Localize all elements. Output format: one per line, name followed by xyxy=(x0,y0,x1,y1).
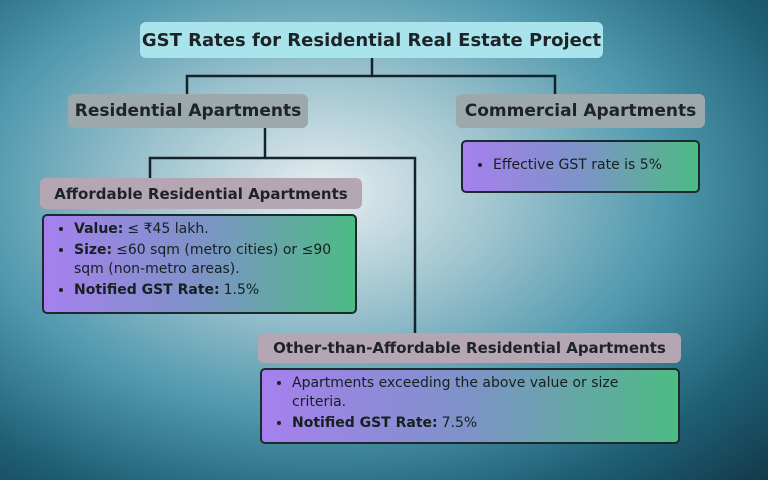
bullet: Effective GST rate is 5% xyxy=(493,156,662,175)
bullet-text: 7.5% xyxy=(441,415,478,431)
bullet-text: ≤ ₹45 lakh. xyxy=(127,221,209,237)
bullet-label: Size: xyxy=(74,242,113,258)
title: GST Rates for Residential Real Estate Pr… xyxy=(140,22,603,58)
connector xyxy=(185,58,374,95)
bullet-label: Notified GST Rate: xyxy=(292,415,438,431)
bullet-label: Notified GST Rate: xyxy=(74,282,220,298)
connector xyxy=(148,127,267,179)
connector xyxy=(265,156,417,334)
bullet: Apartments exceeding the above value or … xyxy=(292,374,668,412)
bullet: Size:≤60 sqm (metro cities) or ≤90 sqm (… xyxy=(74,241,345,279)
bullet: Notified GST Rate:1.5% xyxy=(74,281,345,300)
detail-box: Apartments exceeding the above value or … xyxy=(260,368,680,444)
branch-node: Residential Apartments xyxy=(68,94,308,128)
connector xyxy=(372,74,557,95)
bullet-label: Value: xyxy=(74,221,124,237)
bullet: Notified GST Rate:7.5% xyxy=(292,414,668,433)
branch-node: Commercial Apartments xyxy=(456,94,705,128)
category-node: Affordable Residential Apartments xyxy=(40,178,362,209)
bullet-text: Effective GST rate is 5% xyxy=(493,157,662,173)
bullet-text: 1.5% xyxy=(223,282,260,298)
bullet-text: Apartments exceeding the above value or … xyxy=(292,375,619,410)
bullet: Value:≤ ₹45 lakh. xyxy=(74,220,345,239)
detail-box: Effective GST rate is 5% xyxy=(461,140,700,193)
category-node: Other-than-Affordable Residential Apartm… xyxy=(258,333,681,363)
detail-box: Value:≤ ₹45 lakh. Size:≤60 sqm (metro ci… xyxy=(42,214,357,314)
bullet-text: ≤60 sqm (metro cities) or ≤90 sqm (non-m… xyxy=(74,242,332,277)
